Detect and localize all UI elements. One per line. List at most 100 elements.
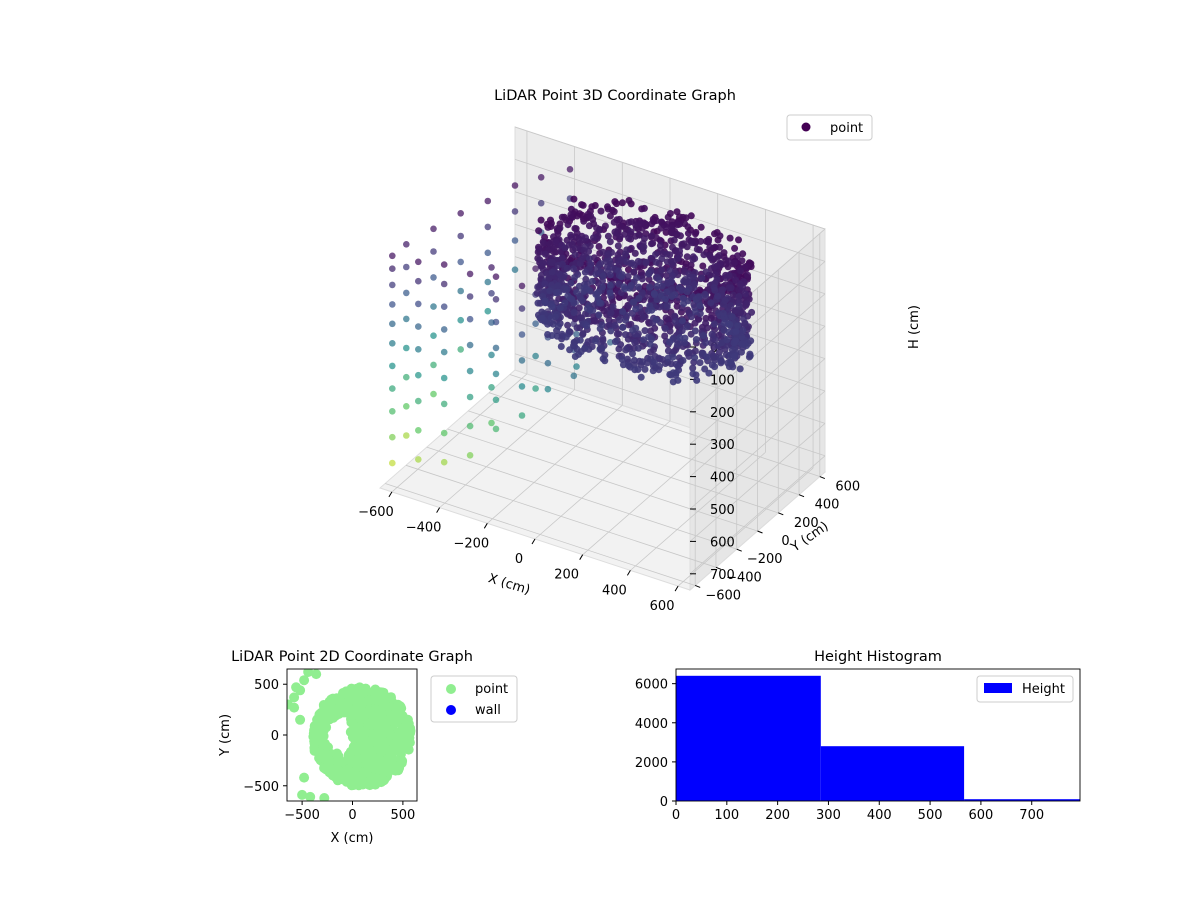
point-3d bbox=[627, 228, 635, 236]
point-3d bbox=[737, 267, 745, 275]
point-2d bbox=[357, 779, 368, 790]
point-3d bbox=[704, 238, 712, 245]
point-3d bbox=[629, 350, 636, 358]
point-3d bbox=[726, 321, 734, 328]
point-3d bbox=[591, 337, 599, 345]
point-3d bbox=[539, 259, 547, 267]
chart-3d-points bbox=[389, 166, 756, 467]
point-3d bbox=[484, 307, 492, 315]
point-2d bbox=[342, 698, 353, 709]
chart-2d-y-tick-label: 0 bbox=[271, 729, 279, 744]
point-2d bbox=[319, 753, 330, 764]
point-2d bbox=[333, 768, 344, 779]
point-3d bbox=[557, 343, 565, 350]
point-3d bbox=[691, 354, 699, 362]
point-3d bbox=[689, 370, 697, 378]
chart-2d-y-label: Y (cm) bbox=[218, 714, 233, 757]
point-3d bbox=[677, 232, 684, 240]
y-tick-label: −600 bbox=[705, 588, 741, 603]
point-3d bbox=[700, 251, 708, 259]
chart-2d-x-label: X (cm) bbox=[331, 831, 374, 846]
chart-2d-ticks: −500 −500 0 0 500 500 bbox=[243, 678, 415, 823]
point-3d bbox=[546, 287, 554, 295]
point-3d bbox=[492, 370, 500, 378]
point-2d bbox=[299, 772, 310, 783]
point-3d bbox=[440, 280, 448, 288]
point-3d bbox=[558, 213, 566, 221]
point-3d bbox=[533, 289, 541, 297]
point-3d bbox=[551, 313, 559, 321]
chart-2d: LiDAR Point 2D Coordinate Graph −500−500… bbox=[218, 649, 518, 846]
point-3d bbox=[457, 346, 465, 353]
point-3d bbox=[611, 198, 619, 206]
histogram-x-tick-label: 0 bbox=[672, 808, 680, 823]
point-3d bbox=[579, 331, 587, 338]
chart-3d: LiDAR Point 3D Coordinate Graph −600 −400… bbox=[358, 88, 922, 614]
point-2d bbox=[370, 731, 381, 741]
point-3d bbox=[639, 358, 646, 366]
point-3d bbox=[581, 284, 589, 292]
chart-2d-legend-point-marker bbox=[446, 684, 456, 694]
point-3d bbox=[631, 366, 639, 374]
point-3d bbox=[688, 239, 696, 247]
histogram-title: Height Histogram bbox=[814, 649, 942, 665]
point-3d bbox=[697, 223, 705, 231]
grid-line-z bbox=[689, 455, 826, 575]
point-3d bbox=[675, 283, 683, 291]
point-3d bbox=[618, 273, 625, 281]
histogram-bars bbox=[676, 675, 1080, 801]
point-3d bbox=[730, 259, 738, 267]
point-3d bbox=[688, 313, 695, 321]
point-3d bbox=[648, 232, 656, 240]
y-tick bbox=[695, 584, 701, 588]
point-3d bbox=[721, 297, 729, 305]
point-3d bbox=[492, 273, 500, 281]
point-3d bbox=[630, 356, 638, 364]
point-3d bbox=[714, 292, 721, 300]
point-3d bbox=[566, 346, 574, 354]
point-3d bbox=[611, 338, 619, 346]
grid-line-y bbox=[488, 392, 800, 496]
point-2d bbox=[291, 682, 302, 693]
point-3d bbox=[716, 243, 724, 251]
point-3d bbox=[403, 289, 410, 297]
point-3d bbox=[696, 359, 704, 367]
point-3d bbox=[556, 304, 564, 312]
point-3d bbox=[466, 315, 474, 323]
point-3d bbox=[622, 346, 630, 354]
point-3d bbox=[691, 327, 699, 335]
point-3d bbox=[672, 317, 680, 325]
point-3d bbox=[604, 232, 612, 240]
chart-2d-x-tick-label: 500 bbox=[390, 808, 415, 823]
histogram-bar bbox=[820, 746, 965, 801]
point-3d bbox=[640, 204, 648, 212]
grid-line-z bbox=[689, 390, 826, 510]
point-3d bbox=[537, 271, 545, 279]
point-2d bbox=[318, 714, 329, 725]
point-3d bbox=[553, 289, 560, 297]
chart-2d-title: LiDAR Point 2D Coordinate Graph bbox=[231, 649, 473, 665]
point-3d bbox=[552, 239, 560, 246]
point-3d bbox=[540, 239, 548, 247]
point-3d bbox=[632, 324, 640, 332]
point-3d bbox=[725, 271, 733, 279]
point-3d bbox=[746, 350, 754, 358]
chart-3d-axes: −600 −400 −200 0 200 400 600 −600 −400 −200 0 200 40… bbox=[358, 341, 860, 614]
point-3d bbox=[635, 283, 643, 291]
point-3d bbox=[615, 330, 623, 338]
point-3d bbox=[488, 384, 495, 391]
point-3d bbox=[723, 341, 731, 349]
point-3d bbox=[650, 359, 658, 367]
point-3d bbox=[606, 271, 614, 279]
point-3d bbox=[669, 243, 676, 251]
point-3d bbox=[558, 260, 566, 268]
histogram-x-tick-label: 200 bbox=[765, 808, 790, 823]
point-2d bbox=[365, 708, 376, 719]
point-3d bbox=[511, 237, 519, 244]
z-tick-label: 500 bbox=[710, 503, 735, 518]
point-3d bbox=[466, 452, 474, 459]
point-2d bbox=[354, 690, 365, 701]
point-3d bbox=[430, 361, 437, 369]
point-3d bbox=[518, 305, 526, 312]
y-tick bbox=[778, 512, 784, 516]
